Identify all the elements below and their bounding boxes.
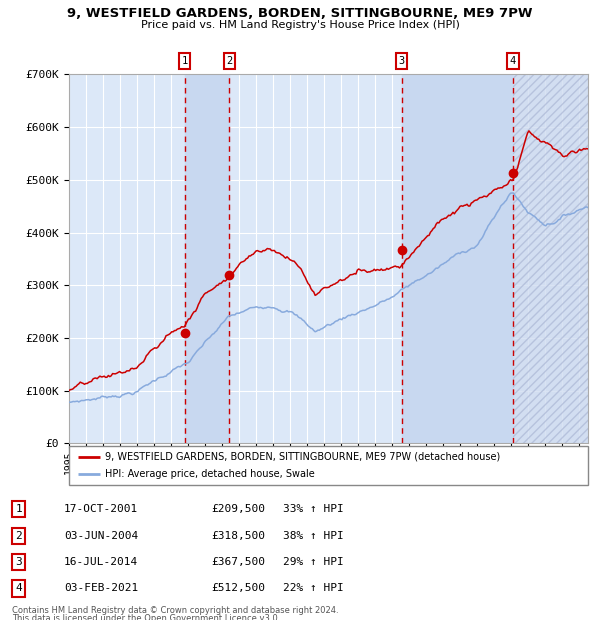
Text: HPI: Average price, detached house, Swale: HPI: Average price, detached house, Swal… [106,469,315,479]
Text: 1: 1 [181,56,188,66]
Text: 17-OCT-2001: 17-OCT-2001 [64,504,138,515]
Text: 03-JUN-2004: 03-JUN-2004 [64,531,138,541]
Text: £512,500: £512,500 [211,583,265,593]
FancyBboxPatch shape [69,446,588,485]
Text: 9, WESTFIELD GARDENS, BORDEN, SITTINGBOURNE, ME9 7PW: 9, WESTFIELD GARDENS, BORDEN, SITTINGBOU… [67,7,533,20]
Text: 16-JUL-2014: 16-JUL-2014 [64,557,138,567]
Text: 1: 1 [16,504,22,515]
Text: 4: 4 [16,583,22,593]
Text: £367,500: £367,500 [211,557,265,567]
Text: £209,500: £209,500 [211,504,265,515]
Bar [513,74,588,443]
Text: Price paid vs. HM Land Registry's House Price Index (HPI): Price paid vs. HM Land Registry's House … [140,20,460,30]
Text: 2: 2 [226,56,232,66]
Text: 29% ↑ HPI: 29% ↑ HPI [283,557,343,567]
Text: This data is licensed under the Open Government Licence v3.0.: This data is licensed under the Open Gov… [12,614,280,620]
Text: 03-FEB-2021: 03-FEB-2021 [64,583,138,593]
Text: 33% ↑ HPI: 33% ↑ HPI [283,504,343,515]
Text: 4: 4 [510,56,516,66]
Text: 22% ↑ HPI: 22% ↑ HPI [283,583,343,593]
Text: 3: 3 [398,56,404,66]
Text: Contains HM Land Registry data © Crown copyright and database right 2024.: Contains HM Land Registry data © Crown c… [12,606,338,616]
Text: 9, WESTFIELD GARDENS, BORDEN, SITTINGBOURNE, ME9 7PW (detached house): 9, WESTFIELD GARDENS, BORDEN, SITTINGBOU… [106,452,500,462]
Text: £318,500: £318,500 [211,531,265,541]
Text: 3: 3 [16,557,22,567]
Text: 38% ↑ HPI: 38% ↑ HPI [283,531,343,541]
Text: 2: 2 [16,531,22,541]
Bar [401,74,513,443]
Bar [185,74,229,443]
